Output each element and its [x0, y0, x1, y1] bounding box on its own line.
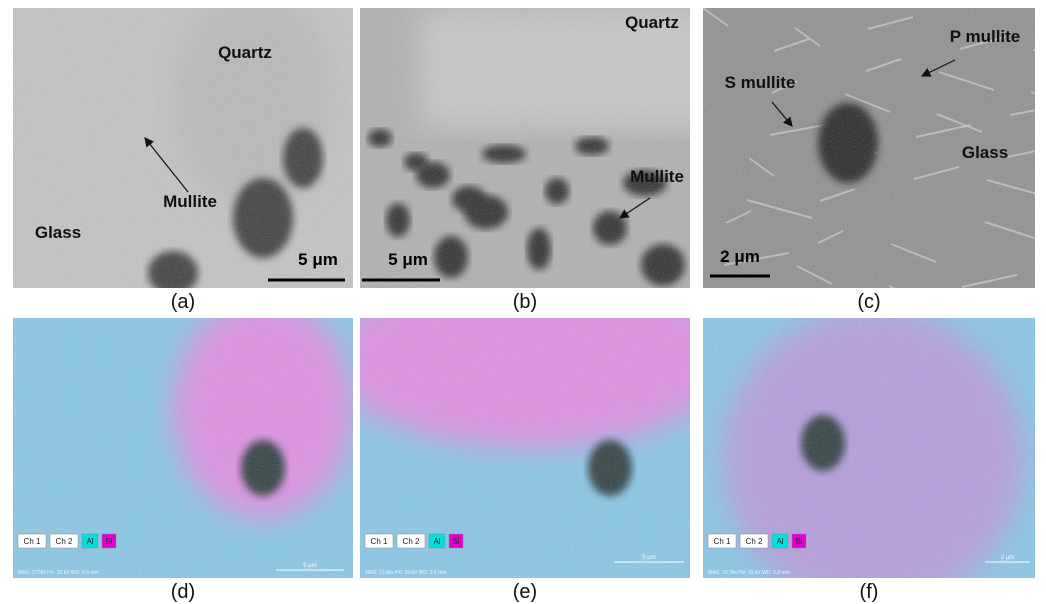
needle — [889, 286, 924, 304]
legend-text: Si — [795, 537, 802, 546]
micrograph — [360, 8, 750, 288]
annotation: Mullite — [163, 192, 217, 211]
annotation: S mullite — [725, 73, 796, 92]
legend-text: Ch 1 — [714, 537, 731, 546]
scale-text: 5 μm — [303, 563, 316, 569]
meta: MAG: 11.9kx HV: 15 kV WD: 9.8 mm — [365, 570, 446, 576]
legend-text: Ch 1 — [24, 537, 41, 546]
legend-text: Si — [452, 537, 459, 546]
scale-text: 5 μm — [298, 250, 338, 269]
legend-text: Si — [105, 537, 112, 546]
panel-label: (f) — [860, 581, 879, 603]
annotation: Quartz — [218, 43, 272, 62]
micrograph — [330, 268, 730, 578]
meta: MAG: 5770x HV: 15 kV WD: 9.8 mm — [18, 570, 99, 576]
legend-text: Al — [433, 537, 440, 546]
annotation: Glass — [35, 223, 81, 242]
legend-text: Al — [86, 537, 93, 546]
scale-text: 2 μm — [1001, 555, 1014, 561]
panel-label: (b) — [513, 291, 537, 313]
scale-text: 2 μm — [720, 247, 760, 266]
legend-text: Ch 2 — [403, 537, 420, 546]
texture — [360, 8, 690, 288]
annotation: Glass — [962, 143, 1008, 162]
legend-text: Ch 2 — [56, 537, 73, 546]
scale-text: 5 μm — [642, 555, 655, 561]
legend-text: Ch 1 — [371, 537, 388, 546]
annotation: P mullite — [950, 27, 1021, 46]
panel — [360, 8, 750, 288]
panel-label: (d) — [171, 581, 195, 603]
texture — [13, 8, 353, 288]
panel — [330, 268, 730, 578]
legend-text: Al — [776, 537, 783, 546]
panel-label: (a) — [171, 291, 195, 313]
panel — [703, 308, 1035, 604]
panel-label: (c) — [857, 291, 880, 313]
annotation: Mullite — [630, 167, 684, 186]
meta: MAG: 20.7kx HV: 15 kV WD: 9.8 mm — [708, 570, 790, 576]
micrograph — [703, 308, 1035, 604]
panel-label: (e) — [513, 581, 537, 603]
annotation: Quartz — [625, 13, 679, 32]
scale-text: 5 μm — [388, 250, 428, 269]
legend-text: Ch 2 — [746, 537, 763, 546]
figure: (a) 5 μm Quartz Mullite Glass (b) 5 μm Quartz Mu… — [0, 0, 1046, 604]
